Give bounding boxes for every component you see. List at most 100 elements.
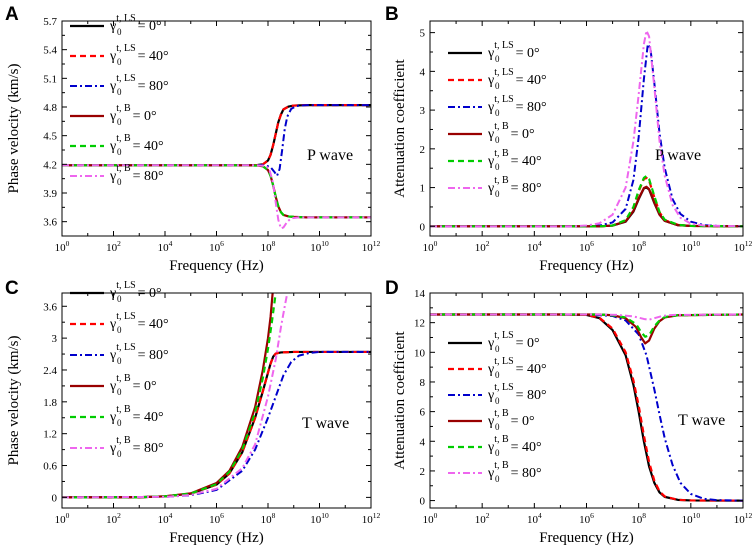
series-line-d-2	[430, 313, 743, 502]
legend-entry: γt, LS= 40°	[487, 356, 547, 377]
x-tick-label: 102	[475, 511, 490, 526]
x-tick-label: 106	[209, 239, 224, 254]
series-line-c-3	[62, 293, 274, 499]
plot-frame	[429, 292, 744, 509]
legend-subscript: 0	[495, 162, 500, 172]
chart-panel-d: 100 102 104 106 108 1010 101202468101214Freque…	[385, 278, 753, 546]
x-axis-label: Frequency (Hz)	[539, 258, 634, 274]
y-tick-label: 0	[52, 492, 58, 504]
legend: γt, LS= 0°0γt, LS= 40°0γt, LS= 80°0γt, B…	[448, 40, 547, 199]
legend-entry: γt, B= 40°	[487, 434, 542, 455]
series-line-b-3	[430, 185, 743, 228]
y-tick-label: 0	[420, 221, 426, 233]
x-tick-label: 104	[158, 239, 173, 254]
y-tick-label: 4	[420, 436, 426, 448]
panel-label: D	[385, 278, 399, 299]
x-tick-label: 1010	[682, 511, 701, 526]
legend-subscript: 0	[117, 177, 122, 187]
y-tick-label: 5.7	[43, 16, 57, 28]
legend-entry: γt, B= 40°	[109, 133, 164, 154]
y-tick-label: 3.6	[43, 301, 57, 313]
legend-subscript: 0	[117, 87, 122, 97]
y-tick-label: 14	[414, 288, 426, 300]
legend-subscript: 0	[495, 422, 500, 432]
legend-subscript: 0	[117, 27, 122, 37]
x-tick-label: 1012	[734, 511, 753, 526]
legend-subscript: 0	[117, 294, 122, 304]
y-axis-label: Attenuation coefficient	[392, 58, 408, 197]
y-tick-label: 3	[52, 333, 58, 345]
series-line-d-5	[430, 313, 743, 321]
series-line-b-0	[430, 186, 743, 228]
y-tick-label: 4	[420, 66, 426, 78]
legend-subscript: 0	[495, 189, 500, 199]
y-tick-label: 6	[420, 407, 426, 419]
x-tick-label: 108	[261, 239, 276, 254]
y-tick-label: 4.8	[43, 102, 57, 114]
legend-entry: γt, LS= 40°	[487, 67, 547, 88]
legend-subscript: 0	[117, 356, 122, 366]
y-axis-label: Phase velocity (km/s)	[6, 64, 22, 194]
wave-annotation: P wave	[307, 147, 353, 164]
legend-entry: γt, B= 80°	[487, 460, 542, 481]
series-line-b-1	[430, 176, 743, 228]
plot-frame	[61, 292, 372, 509]
y-tick-label: 0.6	[43, 461, 57, 473]
legend-entry: γt, B= 40°	[487, 148, 542, 169]
x-tick-label: 100	[55, 239, 70, 254]
series-line-a-5	[62, 164, 371, 230]
x-tick-label: 108	[631, 511, 646, 526]
x-tick-label: 108	[261, 511, 276, 526]
y-tick-label: 10	[414, 347, 426, 359]
legend-entry: γt, LS= 40°	[109, 311, 169, 332]
legend-entry: γt, LS= 0°	[109, 280, 162, 301]
legend-entry: γt, LS= 0°	[109, 13, 162, 34]
x-tick-label: 100	[423, 511, 438, 526]
legend-subscript: 0	[117, 418, 122, 428]
x-tick-label: 1012	[362, 511, 381, 526]
legend-entry: γt, LS= 40°	[109, 43, 169, 64]
legend-subscript: 0	[117, 117, 122, 127]
y-tick-label: 2	[420, 466, 426, 478]
legend-subscript: 0	[117, 449, 122, 459]
y-tick-label: 2	[420, 144, 426, 156]
x-tick-label: 108	[631, 239, 646, 254]
legend-entry: γt, LS= 80°	[109, 73, 169, 94]
y-tick-label: 3	[420, 105, 426, 117]
legend: γt, LS= 0°0γt, LS= 40°0γt, LS= 80°0γt, B…	[70, 13, 169, 187]
legend-entry: γt, B= 80°	[109, 435, 164, 456]
series-line-a-1	[62, 103, 371, 167]
y-tick-label: 5.4	[43, 45, 57, 57]
legend: γt, LS= 0°0γt, LS= 40°0γt, LS= 80°0γt, B…	[70, 280, 169, 459]
panel-label: A	[5, 4, 19, 25]
legend-subscript: 0	[117, 57, 122, 67]
series-line-d-1	[430, 313, 743, 502]
series-line-a-2	[62, 104, 371, 177]
chart-panel-a: 100 102 104 106 108 1010 1012 3.6 3.9 4.2 4.5 4.8 5.…	[5, 4, 381, 274]
chart-panel-b: 100 102 104 106 108 1010 1012 0 1 2 3 4 5 Frequency (…	[385, 4, 753, 274]
plot-frame	[61, 20, 372, 237]
y-tick-label: 3.9	[43, 188, 57, 200]
y-tick-label: 0	[420, 496, 426, 508]
legend-subscript: 0	[117, 325, 122, 335]
panel-label: C	[5, 278, 19, 299]
x-axis-label: Frequency (Hz)	[539, 530, 634, 546]
series-group	[430, 29, 743, 228]
legend-entry: γt, B= 40°	[109, 404, 164, 425]
legend-subscript: 0	[117, 387, 122, 397]
series-group	[430, 313, 743, 502]
legend-entry: γt, B= 0°	[109, 103, 157, 124]
legend-subscript: 0	[495, 108, 500, 118]
x-tick-label: 1012	[734, 239, 753, 254]
y-tick-label: 12	[414, 318, 425, 330]
wave-annotation: T wave	[302, 415, 349, 432]
legend-entry: γt, LS= 0°	[487, 40, 540, 61]
legend-subscript: 0	[495, 54, 500, 64]
x-tick-label: 104	[527, 511, 542, 526]
x-tick-label: 102	[106, 239, 121, 254]
wave-annotation: P wave	[655, 147, 701, 164]
y-tick-label: 1.8	[43, 397, 57, 409]
series-line-d-3	[430, 313, 743, 345]
y-tick-label: 8	[420, 377, 426, 389]
x-tick-label: 104	[158, 511, 173, 526]
